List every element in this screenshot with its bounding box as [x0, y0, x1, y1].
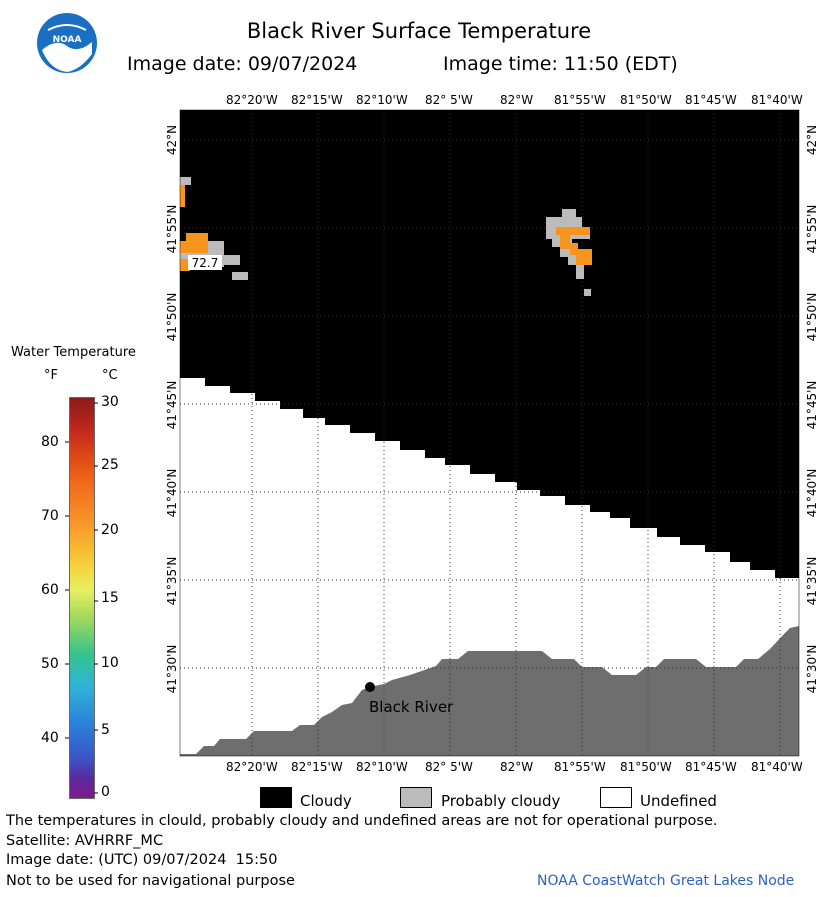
colorbar-title: Water Temperature: [11, 345, 136, 360]
c-tick: 0: [101, 784, 110, 800]
lon-label: 82°W: [500, 760, 534, 774]
lon-label: 82° 5'W: [425, 760, 473, 774]
lon-label: 82° 5'W: [425, 93, 473, 107]
lon-label: 81°55'W: [554, 93, 606, 107]
lon-label: 82°W: [500, 93, 534, 107]
lon-label: 82°10'W: [356, 93, 408, 107]
lon-label: 82°15'W: [291, 760, 343, 774]
lon-label: 81°40'W: [751, 760, 803, 774]
f-tick: 70: [41, 508, 59, 524]
image-date: Image date: 09/07/2024: [127, 53, 358, 75]
lon-label: 82°15'W: [291, 93, 343, 107]
f-tick: 50: [41, 656, 59, 672]
lon-label: 81°55'W: [554, 760, 606, 774]
c-tick: 15: [101, 590, 119, 606]
c-tick: 30: [101, 394, 119, 410]
nav-warning: Not to be used for navigational purpose: [6, 873, 295, 889]
satellite: Satellite: AVHRRF_MC: [6, 833, 164, 849]
lon-label: 82°20'W: [226, 760, 278, 774]
legend-swatch-cloudy: [260, 787, 292, 808]
temp-label-box: [188, 255, 222, 270]
legend-swatch-undefined: [600, 787, 632, 808]
disclaimer: The temperatures in clould, probably clo…: [6, 813, 718, 829]
legend-label-probably-cloudy: Probably cloudy: [441, 792, 561, 810]
c-tick: 10: [101, 655, 119, 671]
map-frame: [179, 109, 800, 757]
place-label: Black River: [369, 698, 454, 716]
cloudy-area: [180, 110, 799, 578]
colorbar-unit-c: °C: [102, 368, 118, 383]
f-tick: 60: [41, 582, 59, 598]
lon-label: 81°50'W: [620, 760, 672, 774]
logo-text: NOAA: [53, 35, 82, 45]
lon-label: 81°45'W: [685, 760, 737, 774]
colorbar: [69, 397, 95, 799]
water-patch-central: [546, 209, 592, 296]
land-area: [180, 626, 799, 756]
c-tick: 25: [101, 457, 119, 473]
image-time: Image time: 11:50 (EDT): [443, 53, 678, 75]
temp-label: 72.7: [192, 256, 219, 270]
f-tick: 80: [41, 434, 59, 450]
credit-link[interactable]: NOAA CoastWatch Great Lakes Node: [537, 873, 795, 889]
c-tick: 5: [101, 722, 110, 738]
noaa-logo: NOAA: [36, 12, 98, 74]
legend-label-undefined: Undefined: [640, 792, 717, 810]
legend-swatch-probably-cloudy: [400, 787, 432, 808]
lon-label: 82°20'W: [226, 93, 278, 107]
lon-label: 82°10'W: [356, 760, 408, 774]
lon-label: 81°45'W: [685, 93, 737, 107]
page-title: Black River Surface Temperature: [246, 19, 592, 43]
black-river-marker: [365, 682, 375, 692]
colorbar-unit-f: °F: [44, 368, 58, 383]
c-tick: 20: [101, 522, 119, 538]
lon-label: 81°40'W: [751, 93, 803, 107]
lon-label: 81°50'W: [620, 93, 672, 107]
legend-label-cloudy: Cloudy: [300, 792, 352, 810]
colorbar-ticks: [65, 402, 98, 794]
f-tick: 40: [41, 730, 59, 746]
utc-date: Image date: (UTC) 09/07/2024 15:50: [6, 852, 278, 868]
